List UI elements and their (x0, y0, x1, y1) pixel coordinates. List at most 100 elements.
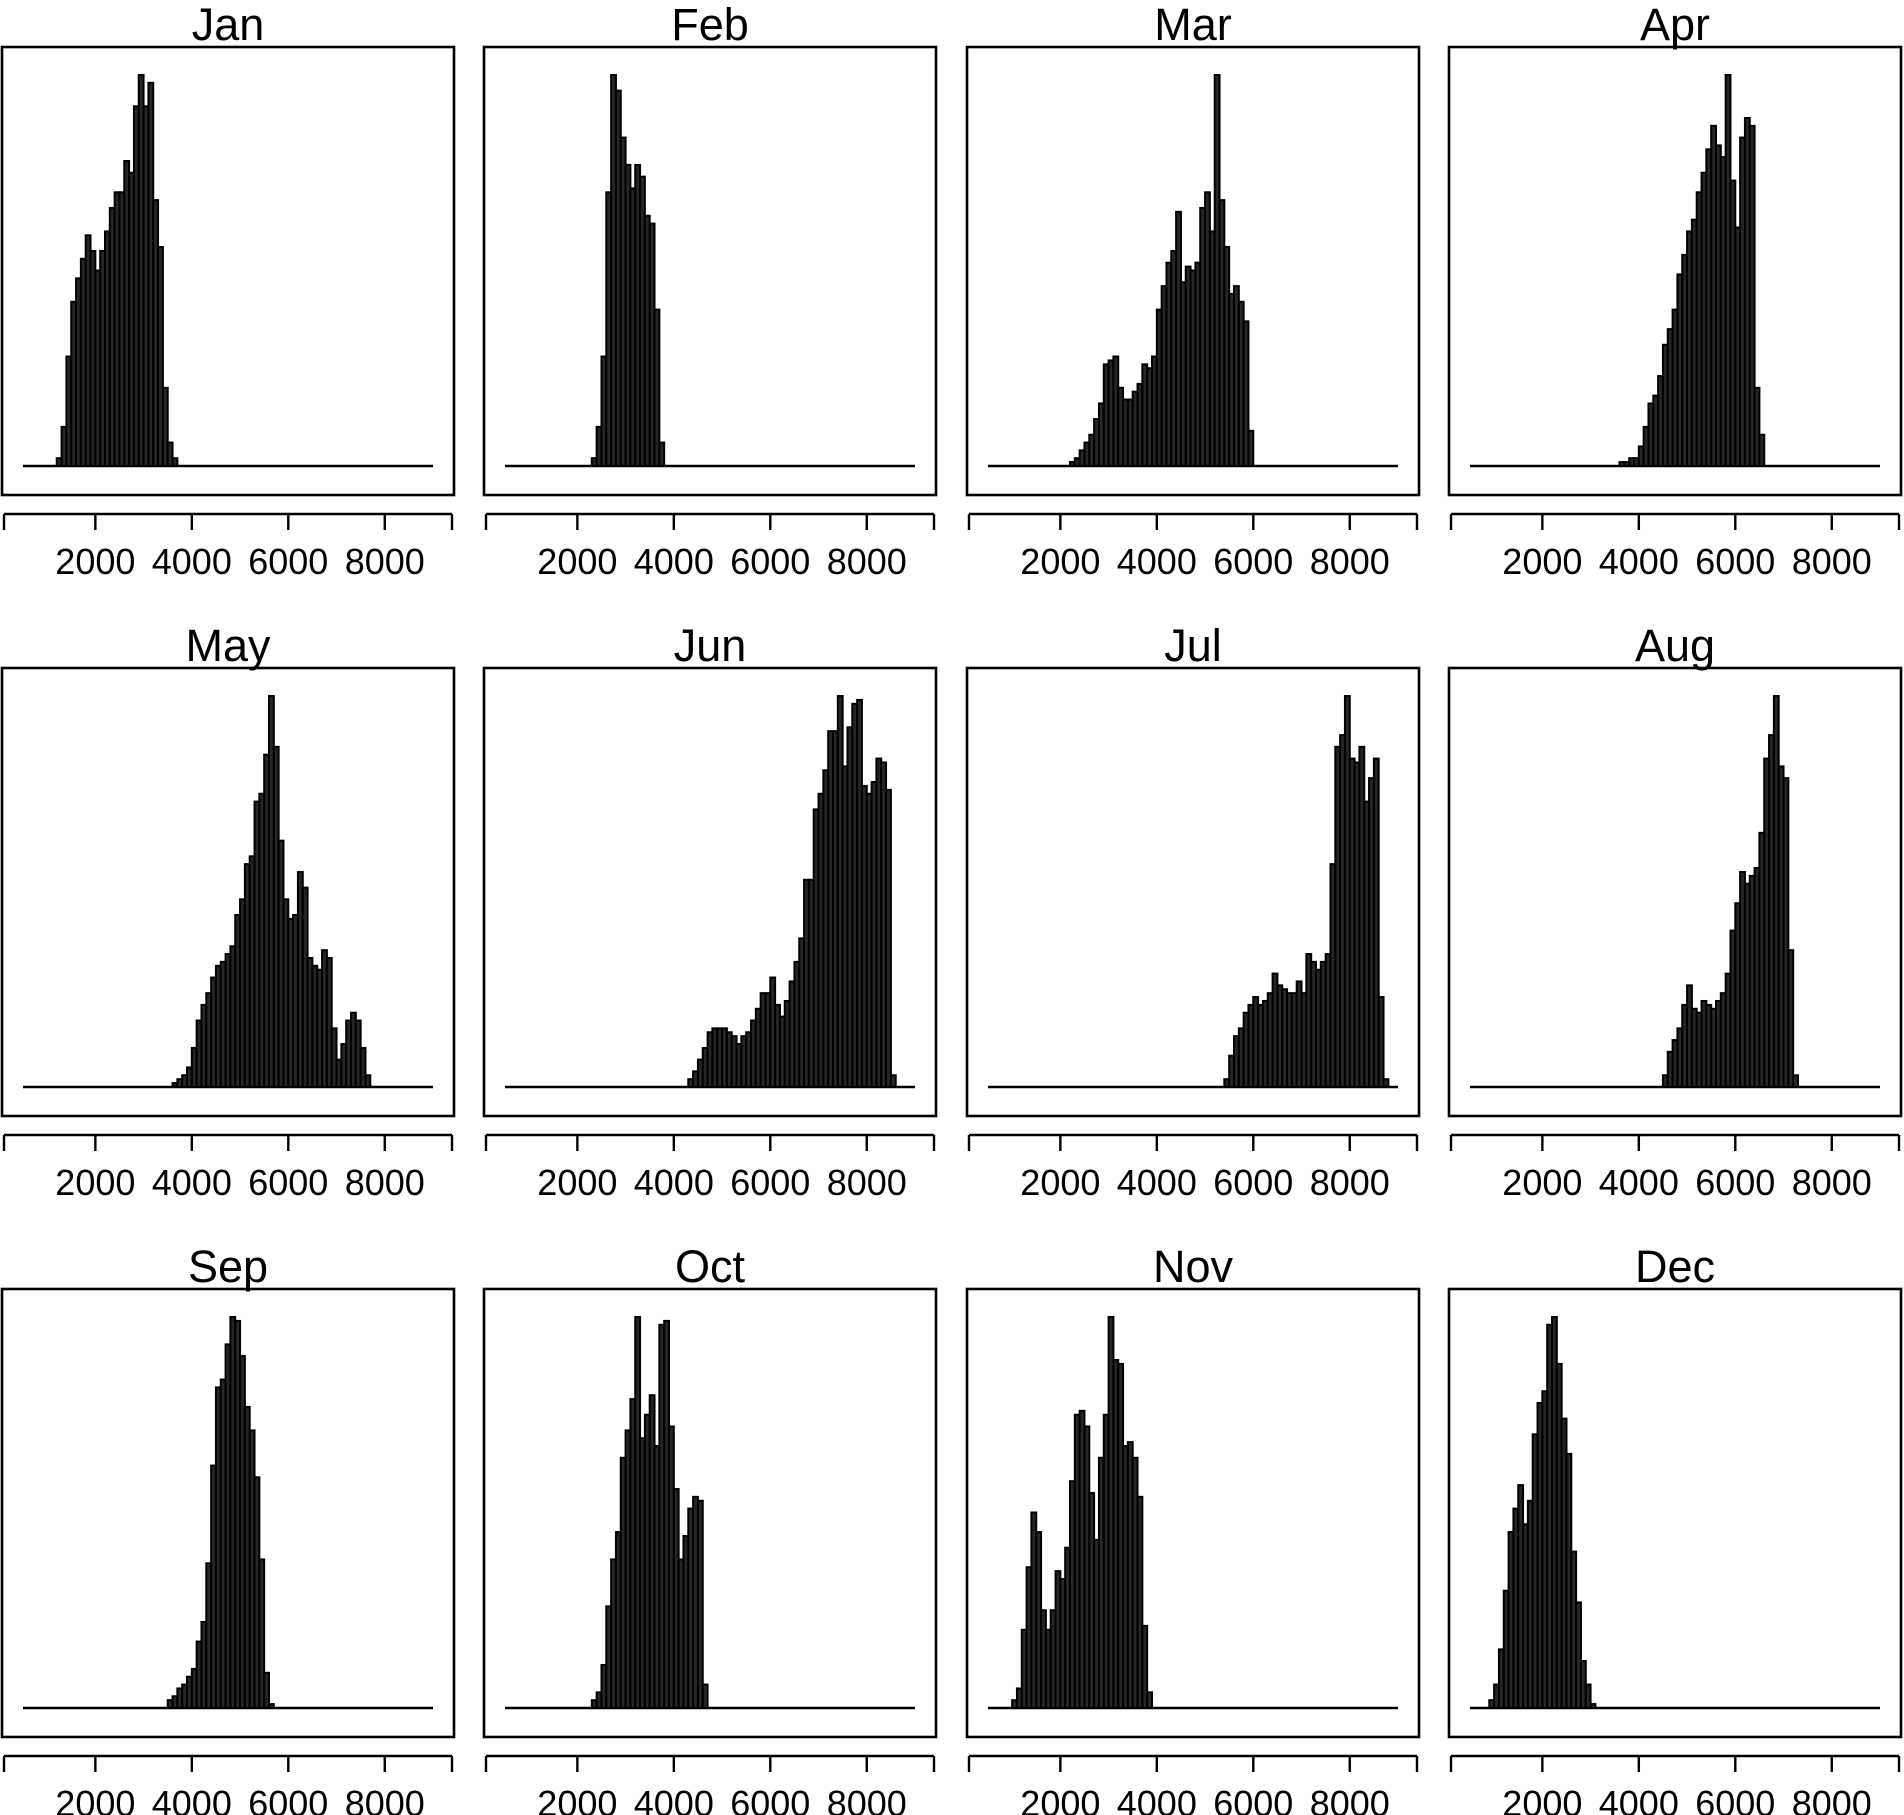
histogram-bar (1247, 429, 1255, 467)
histogram-bar (161, 386, 169, 467)
histogram-bar (1141, 1624, 1149, 1710)
x-tick-label: 2000 (55, 1783, 135, 1815)
histogram-bar (268, 1703, 275, 1709)
histogram-bar (1146, 1691, 1154, 1709)
x-tick-label: 2000 (1502, 1162, 1582, 1203)
x-tick-label: 4000 (152, 1783, 232, 1815)
panel-jan: Jan 2000 4000 6000 8000 (0, 0, 456, 582)
x-tick-label: 4000 (634, 1162, 714, 1203)
x-tick-label: 4000 (152, 541, 232, 582)
x-tick-label: 8000 (345, 1783, 425, 1815)
x-tick-label: 6000 (248, 1162, 328, 1203)
histogram-bar (1589, 1703, 1597, 1709)
histogram-bar (885, 788, 892, 1089)
x-tick-label: 2000 (1502, 541, 1582, 582)
x-tick-label: 2000 (55, 1162, 135, 1203)
plot-frame (0, 45, 456, 497)
x-tick-label: 6000 (1695, 1162, 1775, 1203)
x-tick-label: 8000 (1792, 541, 1872, 582)
x-tick-label: 4000 (1599, 541, 1679, 582)
x-tick-label: 4000 (1117, 1162, 1197, 1203)
x-tick-label: 2000 (1502, 1783, 1582, 1815)
x-tick-label: 4000 (1117, 1783, 1197, 1815)
histogram-bar (1782, 777, 1790, 1088)
panel-sep: Sep 2000 4000 6000 8000 (0, 1241, 456, 1815)
histogram-bar (171, 457, 179, 467)
histogram-bar (658, 441, 666, 468)
histogram-bar (1787, 949, 1795, 1089)
x-tick-label: 4000 (152, 1162, 232, 1203)
x-tick-label: 2000 (537, 1162, 617, 1203)
x-tick-label: 8000 (827, 1783, 907, 1815)
panel-title: Dec (1635, 1241, 1715, 1292)
histogram-bar (258, 1558, 266, 1710)
histogram-bar (1242, 320, 1250, 467)
x-tick-label: 2000 (537, 1783, 617, 1815)
histogram-bar (157, 246, 164, 467)
x-tick-label: 6000 (1695, 541, 1775, 582)
plot-frame (1447, 45, 1903, 497)
panel-title: Aug (1635, 620, 1715, 671)
plot-frame (965, 45, 1421, 497)
x-tick-label: 8000 (1792, 1162, 1872, 1203)
histogram-bar (330, 1027, 338, 1088)
panel-title: Feb (671, 0, 749, 50)
x-tick-label: 6000 (730, 1162, 810, 1203)
histogram-bar (1792, 1074, 1800, 1089)
histogram-bar (1753, 386, 1761, 467)
x-tick-label: 8000 (827, 541, 907, 582)
plot-frame (0, 1287, 456, 1739)
plot-frame (965, 666, 1421, 1118)
plot-frame (0, 666, 456, 1118)
panel-title: Nov (1153, 1241, 1234, 1292)
x-tick-label: 8000 (827, 1162, 907, 1203)
x-tick-label: 6000 (730, 541, 810, 582)
panel-dec: Dec 2000 4000 6000 8000 (1447, 1241, 1903, 1815)
panel-title: Apr (1640, 0, 1710, 50)
x-tick-label: 4000 (634, 541, 714, 582)
x-tick-label: 6000 (1695, 1783, 1775, 1815)
histogram-bar (696, 1499, 704, 1710)
histogram-bar (1758, 433, 1766, 468)
histogram-bar (1377, 996, 1385, 1089)
panel-aug: Aug 2000 4000 6000 8000 (1447, 620, 1903, 1203)
x-tick-label: 6000 (248, 1783, 328, 1815)
x-tick-label: 4000 (1599, 1783, 1679, 1815)
histogram-bar (1748, 124, 1756, 468)
histogram-bar (263, 1671, 270, 1710)
histogram-bar (889, 1074, 897, 1089)
x-tick-label: 8000 (345, 1162, 425, 1203)
x-tick-label: 4000 (634, 1783, 714, 1815)
x-tick-label: 6000 (1213, 1162, 1293, 1203)
plot-frame (482, 1287, 938, 1739)
panel-jun: Jun 2000 4000 6000 8000 (482, 620, 938, 1203)
panel-title: Jan (192, 0, 265, 50)
plot-frame (482, 666, 938, 1118)
x-tick-label: 4000 (1117, 541, 1197, 582)
panel-jul: Jul 2000 4000 6000 8000 (965, 620, 1421, 1203)
x-tick-label: 2000 (1020, 541, 1100, 582)
histogram-bar (1136, 1495, 1144, 1709)
x-tick-label: 4000 (1599, 1162, 1679, 1203)
histogram-bar (359, 1046, 367, 1089)
x-tick-label: 6000 (1213, 541, 1293, 582)
histogram-bar (1382, 1078, 1390, 1089)
x-tick-label: 6000 (730, 1783, 810, 1815)
histogram-bar (1575, 1601, 1582, 1710)
x-tick-label: 8000 (345, 541, 425, 582)
x-tick-label: 2000 (55, 541, 135, 582)
panel-feb: Feb 2000 4000 6000 8000 (482, 0, 938, 582)
plot-frame (965, 1287, 1421, 1739)
panel-title: Jul (1164, 620, 1222, 671)
histogram-bar (166, 441, 174, 468)
panel-title: Sep (188, 1241, 268, 1292)
histogram-bar (1372, 757, 1380, 1088)
x-tick-label: 2000 (1020, 1162, 1100, 1203)
x-tick-label: 2000 (1020, 1783, 1100, 1815)
x-tick-label: 8000 (1792, 1783, 1872, 1815)
panel-apr: Apr 2000 4000 6000 8000 (1447, 0, 1903, 582)
x-tick-label: 8000 (1310, 541, 1390, 582)
panel-oct: Oct 2000 4000 6000 8000 (482, 1241, 938, 1815)
x-tick-label: 8000 (1310, 1162, 1390, 1203)
